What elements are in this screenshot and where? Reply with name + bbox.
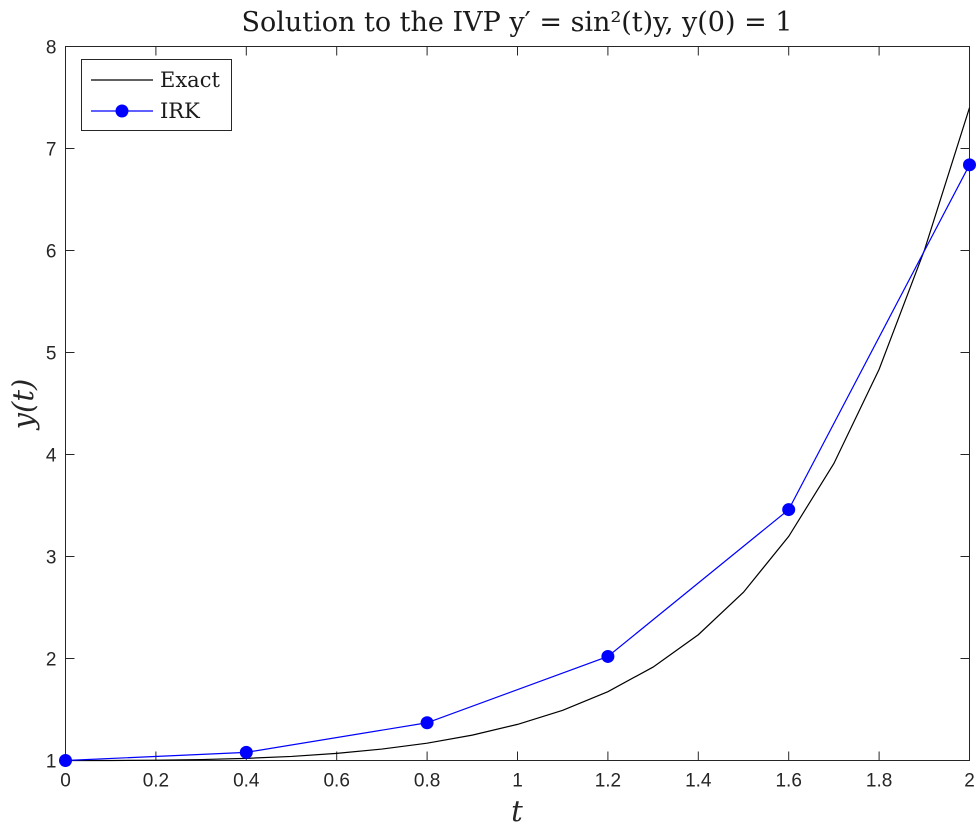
- series-line-irk: [65, 164, 971, 762]
- y-tick-label: 3: [46, 548, 57, 569]
- x-tick-label: 1.8: [866, 771, 892, 792]
- data-point-irk: [59, 754, 72, 767]
- x-tick-label: 0.6: [323, 771, 349, 792]
- legend: Exact IRK: [81, 59, 232, 131]
- series-line-exact: [65, 107, 971, 762]
- x-tick-label: 1.6: [775, 771, 801, 792]
- plot-area: [65, 46, 970, 761]
- data-point-irk: [601, 649, 615, 663]
- x-axis-label: t: [511, 794, 523, 826]
- x-tick-label: 1.4: [685, 771, 712, 792]
- x-tick-label: 0.4: [233, 771, 260, 792]
- y-tick-label: 1: [46, 752, 57, 773]
- y-tick-label: 7: [46, 140, 57, 161]
- legend-box: [81, 59, 232, 131]
- x-tick-label: 2: [964, 771, 975, 792]
- chart-title: Solution to the IVP y′ = sin²(t)y, y(0) …: [242, 7, 793, 38]
- y-tick-label: 8: [46, 38, 57, 59]
- x-tick-label: 0.2: [143, 771, 169, 792]
- y-tick-label: 6: [46, 242, 57, 263]
- x-axis-ticks: 0 0.2 0.4 0.6 0.8 1 1.2 1.4 1.6 1.8 2: [60, 46, 975, 792]
- data-point-irk: [420, 716, 434, 730]
- y-tick-label: 5: [46, 344, 57, 365]
- x-tick-label: 0: [60, 771, 71, 792]
- legend-irk-marker: [115, 104, 129, 118]
- x-tick-label: 0.8: [414, 771, 440, 792]
- data-point-irk: [782, 503, 796, 517]
- data-point-irk: [239, 745, 253, 759]
- x-tick-label: 1: [512, 771, 523, 792]
- legend-exact-label: Exact: [160, 68, 220, 92]
- legend-irk-label: IRK: [160, 99, 200, 123]
- y-axis-ticks: 1 2 3 4 5 6 7 8: [46, 38, 970, 773]
- x-tick-label: 1.2: [595, 771, 621, 792]
- y-axis-label: y(t): [6, 379, 40, 432]
- y-tick-label: 2: [46, 650, 57, 671]
- series-layer: [59, 107, 976, 767]
- data-point-irk: [963, 158, 976, 172]
- y-tick-label: 4: [46, 446, 57, 467]
